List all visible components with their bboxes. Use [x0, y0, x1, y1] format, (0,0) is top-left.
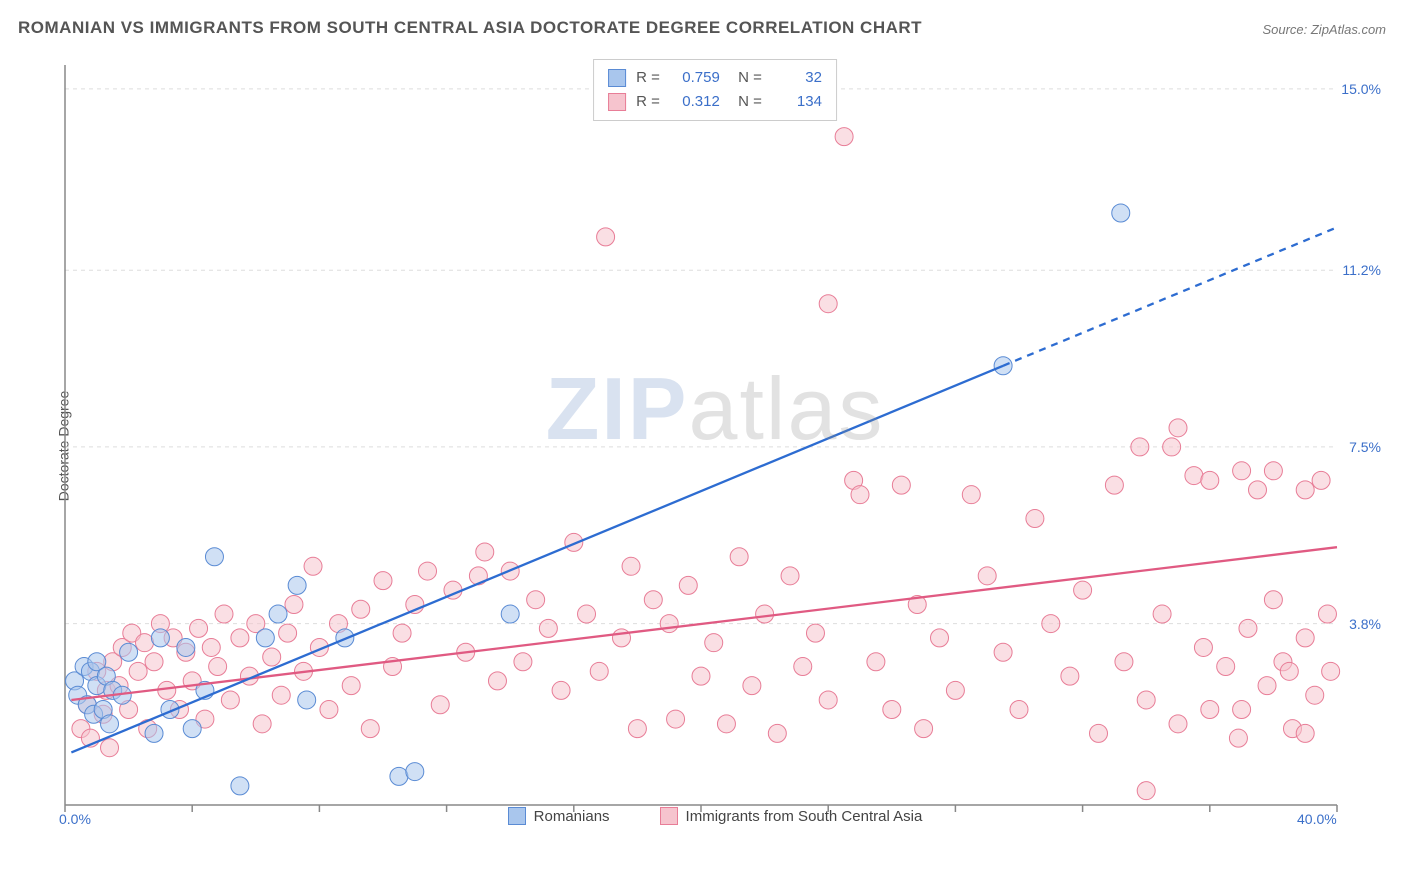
swatch-pink-icon	[660, 807, 678, 825]
stat-r-value-pink: 0.312	[670, 90, 720, 114]
stats-legend-box: R = 0.759 N = 32 R = 0.312 N = 134	[593, 59, 837, 121]
source-attribution: Source: ZipAtlas.com	[1262, 22, 1386, 37]
swatch-pink-icon	[608, 93, 626, 111]
stats-row-pink: R = 0.312 N = 134	[608, 90, 822, 114]
stat-r-label: R =	[636, 66, 660, 90]
legend-label-pink: Immigrants from South Central Asia	[686, 808, 923, 825]
legend-item-pink: Immigrants from South Central Asia	[660, 807, 923, 825]
chart-area: ZIPatlas R = 0.759 N = 32 R = 0.312 N = …	[55, 55, 1375, 825]
stat-r-label: R =	[636, 90, 660, 114]
stat-r-value-blue: 0.759	[670, 66, 720, 90]
stat-n-value-blue: 32	[772, 66, 822, 90]
y-tick-label: 3.8%	[1349, 616, 1381, 632]
legend-label-blue: Romanians	[534, 808, 610, 825]
stat-n-value-pink: 134	[772, 90, 822, 114]
y-tick-label: 11.2%	[1342, 262, 1381, 278]
swatch-blue-icon	[608, 69, 626, 87]
y-tick-label: 7.5%	[1349, 439, 1381, 455]
bottom-legend: Romanians Immigrants from South Central …	[55, 807, 1375, 825]
legend-item-blue: Romanians	[508, 807, 610, 825]
stats-row-blue: R = 0.759 N = 32	[608, 66, 822, 90]
stat-n-label: N =	[730, 90, 762, 114]
swatch-blue-icon	[508, 807, 526, 825]
stat-n-label: N =	[730, 66, 762, 90]
y-tick-label: 15.0%	[1341, 81, 1381, 97]
scatter-chart	[55, 55, 1347, 815]
chart-title: ROMANIAN VS IMMIGRANTS FROM SOUTH CENTRA…	[18, 18, 922, 38]
